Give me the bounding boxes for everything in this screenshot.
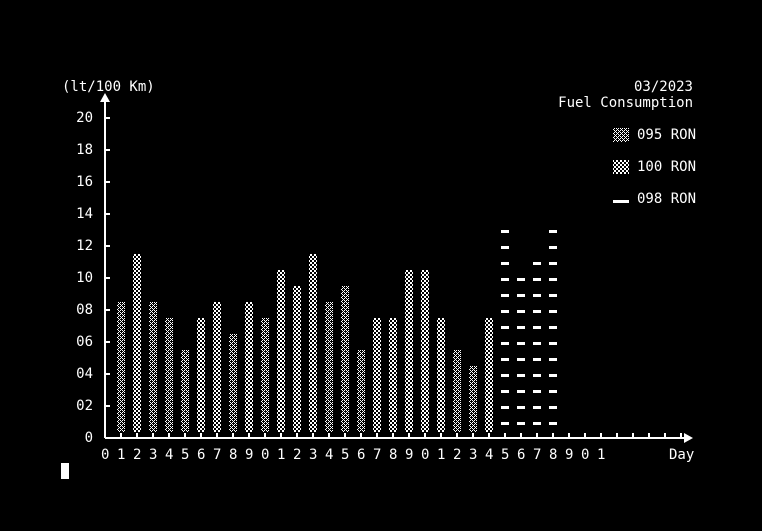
x-tick-label: 4 (325, 447, 334, 463)
bar (469, 366, 477, 432)
x-tick-label: 7 (213, 447, 222, 463)
x-tick-label: 8 (229, 447, 238, 463)
bars (117, 222, 557, 432)
bar (357, 350, 365, 432)
x-tick-label: 6 (357, 447, 366, 463)
x-tick-label: 3 (469, 447, 478, 463)
x-tick-label: 5 (501, 447, 510, 463)
bar (405, 270, 413, 432)
bar (437, 318, 445, 432)
x-tick-label: 6 (517, 447, 526, 463)
y-tick-label: 0 (84, 430, 93, 446)
y-tick-label: 16 (76, 174, 93, 190)
x-tick-label: 9 (245, 447, 254, 463)
legend-swatch (613, 128, 629, 142)
chart-title: Fuel Consumption (558, 95, 693, 111)
bar (197, 318, 205, 432)
x-tick-label: 0 (581, 447, 590, 463)
x-tick-label: 3 (309, 447, 318, 463)
bar (133, 254, 141, 432)
x-tick-label: 6 (197, 447, 206, 463)
y-tick-label: 04 (76, 366, 93, 382)
x-tick-label: 8 (389, 447, 398, 463)
x-tick-label: 5 (181, 447, 190, 463)
y-tick-label: 20 (76, 110, 93, 126)
bar (517, 270, 525, 432)
bar (229, 334, 237, 432)
x-tick-label: 3 (149, 447, 158, 463)
x-tick-label: 2 (453, 447, 462, 463)
legend-swatch (613, 200, 629, 203)
bar (165, 318, 173, 432)
bar (389, 318, 397, 432)
x-tick-label: 0 (101, 447, 110, 463)
bar (485, 318, 493, 432)
bar (117, 302, 125, 432)
x-tick-label: 8 (549, 447, 558, 463)
legend-label-095: 095 RON (637, 127, 697, 143)
bar (341, 286, 349, 432)
axes (100, 93, 693, 443)
bar (293, 286, 301, 432)
y-tick-label: 18 (76, 142, 93, 158)
x-tick-label: 4 (165, 447, 174, 463)
x-tick-label: 4 (485, 447, 494, 463)
x-tick-label: 1 (117, 447, 126, 463)
x-tick-label: 9 (565, 447, 574, 463)
x-tick-label: 7 (373, 447, 382, 463)
bar (421, 270, 429, 432)
x-tick-label: 1 (597, 447, 606, 463)
x-axis-arrow (684, 433, 693, 443)
x-tick-label: 1 (437, 447, 446, 463)
bar (149, 302, 157, 432)
legend-swatch (613, 160, 629, 174)
y-unit-label: (lt/100 Km) (62, 79, 155, 95)
y-tick-label: 10 (76, 270, 93, 286)
x-tick-label: 2 (293, 447, 302, 463)
bar (181, 350, 189, 432)
x-tick-label: 2 (133, 447, 142, 463)
bar (309, 254, 317, 432)
bar (261, 318, 269, 432)
bar (277, 270, 285, 432)
x-tick-label: 0 (261, 447, 270, 463)
bar (325, 302, 333, 432)
bar (533, 254, 541, 432)
y-axis-arrow (100, 93, 110, 102)
y-tick-label: 02 (76, 398, 93, 414)
bar (453, 350, 461, 432)
y-tick-label: 12 (76, 238, 93, 254)
bar (373, 318, 381, 432)
legend-label-098: 098 RON (637, 191, 697, 207)
text-cursor (61, 463, 69, 479)
chart-date: 03/2023 (633, 79, 693, 95)
bar (501, 222, 509, 432)
y-tick-label: 06 (76, 334, 93, 350)
x-axis-label: Day (669, 447, 695, 463)
bar (213, 302, 221, 432)
x-tick-label: 9 (405, 447, 414, 463)
x-tick-label: 1 (277, 447, 286, 463)
bar (549, 222, 557, 432)
legend-swatches (613, 128, 629, 203)
legend-label-100: 100 RON (637, 159, 697, 175)
y-tick-label: 14 (76, 206, 93, 222)
x-tick-label: 5 (341, 447, 350, 463)
x-tick-label: 7 (533, 447, 542, 463)
y-tick-label: 08 (76, 302, 93, 318)
x-tick-label: 0 (421, 447, 430, 463)
bar (245, 302, 253, 432)
